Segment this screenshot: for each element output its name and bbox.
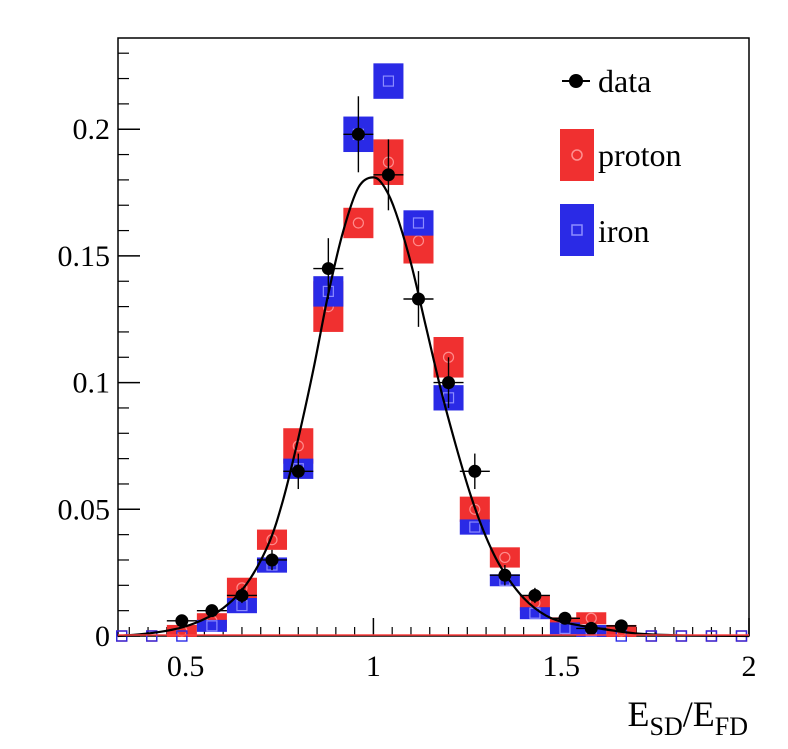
iron-marker bbox=[382, 75, 395, 87]
iron-box bbox=[519, 607, 550, 620]
x-axis-title: ESD/EFD bbox=[627, 694, 748, 741]
data-point bbox=[498, 568, 512, 582]
x-tick-label: 1 bbox=[366, 650, 381, 683]
iron-box bbox=[373, 63, 404, 99]
x-tick-label: 2 bbox=[742, 650, 757, 683]
legend-proton-label: proton bbox=[598, 137, 682, 173]
proton-box bbox=[576, 612, 607, 625]
proton-marker bbox=[412, 235, 425, 247]
data-point bbox=[468, 464, 482, 478]
x-axis-title-sub2: FD bbox=[715, 712, 748, 741]
legend-iron-label: iron bbox=[598, 213, 650, 249]
legend-data-label: data bbox=[598, 63, 651, 99]
legend-iron-marker bbox=[571, 224, 583, 236]
iron-marker bbox=[412, 217, 425, 229]
y-axis-ticks: 0 0.05 0.1 0.15 0.2 bbox=[58, 52, 140, 653]
x-axis-title-slash: / bbox=[683, 694, 693, 734]
iron-box bbox=[226, 597, 257, 614]
proton-marker bbox=[352, 217, 364, 229]
data-point bbox=[381, 168, 395, 182]
iron-marker bbox=[469, 521, 481, 533]
y-tick-label: 0 bbox=[95, 620, 110, 653]
legend-data-marker bbox=[569, 74, 583, 88]
iron-marker bbox=[176, 630, 188, 642]
data-point bbox=[321, 262, 335, 276]
y-tick-label: 0.15 bbox=[58, 240, 111, 273]
data-series bbox=[166, 96, 637, 635]
data-point bbox=[235, 588, 249, 602]
legend-proton-marker bbox=[571, 149, 583, 161]
data-point bbox=[411, 292, 425, 306]
proton-box bbox=[256, 529, 288, 550]
x-tick-label: 0.5 bbox=[167, 650, 205, 683]
data-point bbox=[175, 614, 189, 628]
y-tick-label: 0.05 bbox=[58, 493, 111, 526]
iron-box bbox=[403, 210, 434, 236]
data-point bbox=[528, 588, 542, 602]
data-point bbox=[265, 553, 279, 567]
iron-marker bbox=[206, 620, 218, 632]
iron-box bbox=[196, 619, 227, 632]
x-axis-title-e2: E bbox=[693, 694, 715, 734]
iron-marker bbox=[146, 630, 158, 642]
iron-box bbox=[549, 622, 580, 635]
data-point bbox=[558, 611, 572, 625]
legend-proton-swatch bbox=[560, 129, 594, 181]
legend: data proton iron bbox=[560, 63, 682, 256]
data-point bbox=[442, 376, 456, 390]
x-axis-title-e1: E bbox=[627, 694, 649, 734]
x-axis-title-sub1: SD bbox=[649, 712, 682, 741]
plot-frame bbox=[117, 37, 750, 637]
legend-iron-swatch bbox=[560, 204, 594, 256]
data-point bbox=[351, 127, 365, 141]
data-point bbox=[614, 619, 628, 633]
data-point bbox=[205, 604, 219, 618]
iron-marker bbox=[645, 630, 658, 642]
proton-marker bbox=[499, 551, 511, 564]
data-point bbox=[291, 464, 305, 478]
y-tick-label: 0.1 bbox=[73, 367, 111, 400]
x-tick-label: 1.5 bbox=[542, 650, 580, 683]
data-point bbox=[584, 621, 598, 635]
y-tick-label: 0.2 bbox=[73, 113, 111, 146]
fit-curve bbox=[117, 176, 750, 638]
